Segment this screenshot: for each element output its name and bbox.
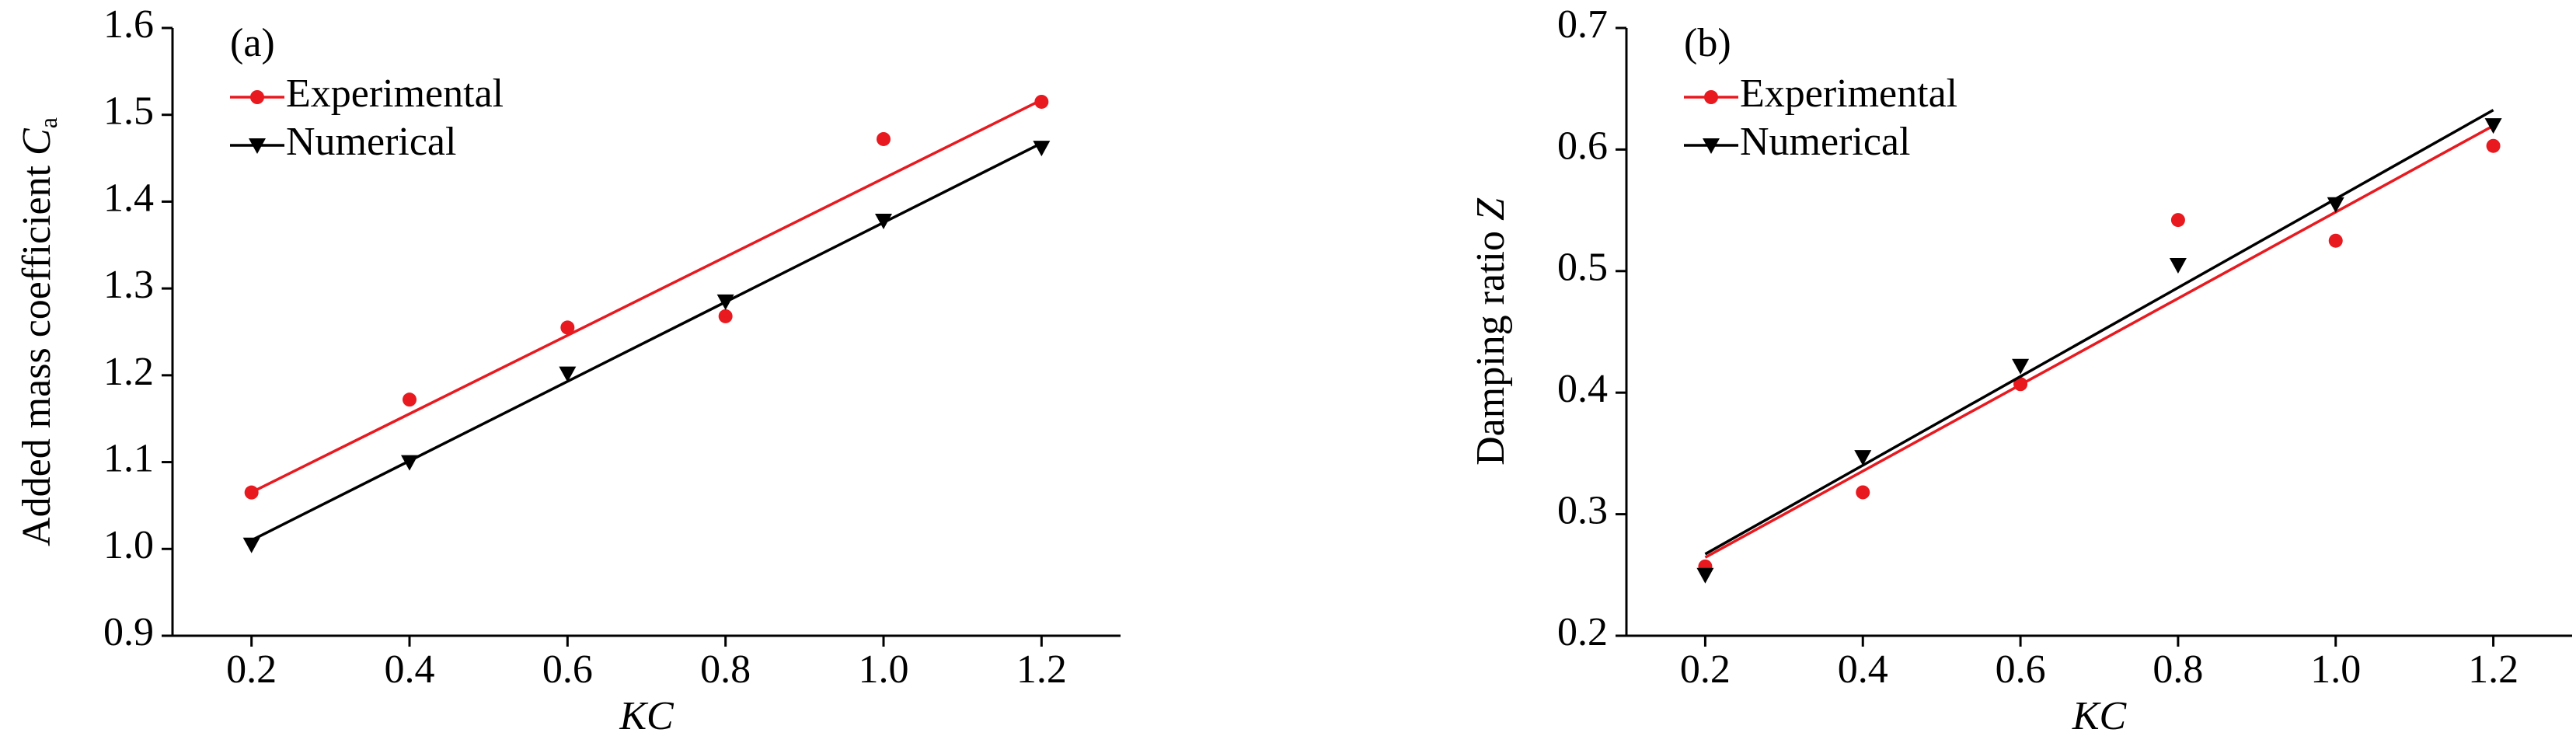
x-tick-label: 0.8 [2152,647,2203,692]
marker [2484,118,2502,134]
marker [1033,141,1051,157]
y-label-text: Added mass coefficient [15,165,59,546]
marker [875,214,892,230]
x-tick-label: 0.6 [1996,647,2046,692]
legend-marker [250,90,264,104]
marker [877,131,891,146]
marker [244,485,259,500]
marker [242,537,260,553]
marker [2012,358,2030,375]
trend-line [1704,124,2494,559]
marker [2327,197,2344,213]
legend-label: Experimental [286,72,504,116]
x-tick-label: 0.8 [700,647,751,692]
marker [559,366,577,382]
y-tick-label: 0.2 [1557,610,1608,654]
marker [1034,94,1049,109]
x-tick-label: 0.2 [1680,647,1731,692]
marker [1854,450,1872,466]
y-tick-label: 0.7 [1557,2,1608,47]
x-tick-label: 0.2 [226,647,277,692]
legend-label: Experimental [1740,72,1957,116]
y-tick-label: 0.4 [1557,367,1608,411]
y-tick-label: 1.1 [103,437,154,481]
y-tick-label: 1.5 [103,89,154,134]
y-axis-label: Damping ratio Z [1469,197,1513,466]
marker [2486,138,2501,153]
marker [2169,257,2187,274]
y-label-symbol: C [15,127,59,155]
x-axis-label: KC [619,694,675,738]
x-tick-label: 1.0 [859,647,909,692]
x-tick-label: 0.4 [1838,647,1888,692]
y-label-space [15,155,59,166]
marker [2170,213,2185,228]
legend-label: Numerical [1740,120,1910,164]
marker [560,320,575,335]
trend-line [1704,109,2494,556]
legend-label: Numerical [286,120,456,164]
marker [718,309,733,323]
marker [401,455,418,471]
legend-marker [249,138,266,154]
trend-line [250,141,1043,542]
marker [2328,233,2343,248]
marker [716,294,734,310]
x-tick-label: 0.6 [542,647,593,692]
x-tick-label: 1.2 [2468,647,2518,692]
y-tick-label: 1.4 [103,176,154,220]
y-tick-label: 0.5 [1557,246,1608,290]
x-tick-label: 1.2 [1016,647,1067,692]
y-tick-label: 1.3 [103,263,154,307]
y-label-text: Damping ratio [1469,231,1513,466]
panel-label: (a) [230,21,275,65]
y-tick-label: 1.2 [103,350,154,394]
x-axis-label: KC [2072,694,2128,738]
y-label-symbol: Z [1469,197,1513,221]
y-axis-label: Added mass coefficient Ca [15,117,62,546]
legend-marker [1703,138,1720,154]
y-label-subscript: a [34,117,62,128]
y-tick-label: 1.6 [103,2,154,47]
legend-marker [1704,90,1718,104]
trend-line [250,99,1043,494]
x-tick-label: 0.4 [385,647,435,692]
y-tick-label: 0.9 [103,610,154,654]
marker [403,392,417,407]
marker [1856,485,1870,500]
marker [1696,567,1714,584]
y-tick-label: 0.6 [1557,124,1608,168]
y-tick-label: 1.0 [103,523,154,567]
y-tick-label: 0.3 [1557,489,1608,533]
panel-label: (b) [1684,21,1731,65]
y-label-space [1469,221,1513,231]
x-tick-label: 1.0 [2310,647,2361,692]
marker [2013,377,2028,392]
